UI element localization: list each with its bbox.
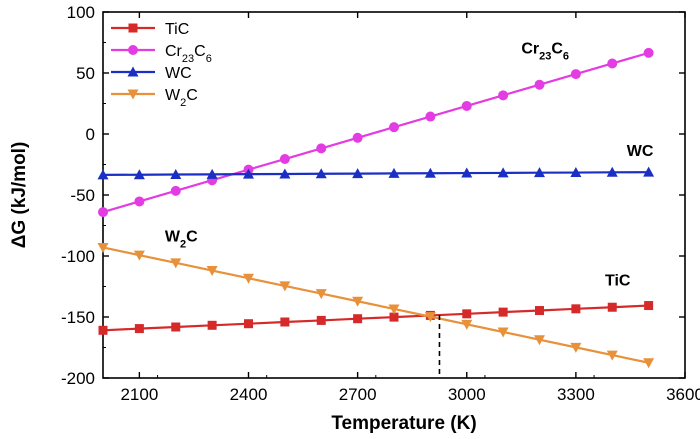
legend-marker bbox=[127, 66, 139, 77]
data-point-tic bbox=[316, 315, 326, 325]
data-point-w2c bbox=[206, 266, 218, 277]
data-point-wc bbox=[461, 167, 473, 178]
data-point-cr23c6 bbox=[643, 47, 654, 58]
y-tick-label: 50 bbox=[76, 64, 95, 83]
data-point-wc bbox=[170, 169, 182, 180]
data-point-cr23c6 bbox=[389, 122, 399, 133]
series-line-tic bbox=[102, 304, 649, 332]
data-point-cr23c6 bbox=[461, 100, 472, 111]
x-tick-label: 3000 bbox=[448, 385, 486, 404]
data-point-wc bbox=[424, 167, 436, 178]
data-point-tic bbox=[134, 324, 144, 334]
data-point-cr23c6 bbox=[279, 154, 290, 165]
data-point-wc bbox=[133, 169, 145, 180]
data-point-w2c bbox=[497, 327, 509, 338]
data-point-w2c bbox=[388, 304, 400, 315]
x-tick-label: 3600 bbox=[666, 385, 700, 404]
x-axis-title: Temperature (K) bbox=[331, 413, 476, 434]
series-line-wc bbox=[102, 171, 649, 176]
series-line-w2c bbox=[102, 246, 649, 364]
series-group bbox=[97, 47, 655, 378]
legend-label-wc: WC bbox=[165, 65, 192, 82]
data-point-w2c bbox=[243, 273, 254, 284]
series-line-cr23c6 bbox=[102, 51, 649, 214]
data-point-tic bbox=[498, 307, 508, 317]
data-point-cr23c6 bbox=[570, 69, 581, 80]
data-point-w2c bbox=[279, 281, 291, 292]
data-point-w2c bbox=[170, 258, 182, 269]
data-point-w2c bbox=[424, 312, 436, 323]
data-point-cr23c6 bbox=[316, 143, 327, 154]
data-point-wc bbox=[352, 168, 364, 179]
data-point-w2c bbox=[97, 242, 109, 253]
data-point-wc bbox=[497, 167, 509, 178]
data-point-w2c bbox=[570, 342, 582, 353]
legend-label-tic: TiC bbox=[165, 21, 189, 38]
data-point-cr23c6 bbox=[134, 196, 145, 207]
data-point-cr23c6 bbox=[98, 207, 108, 218]
data-point-cr23c6 bbox=[607, 58, 618, 69]
data-point-cr23c6 bbox=[352, 132, 363, 143]
data-point-tic bbox=[98, 325, 108, 335]
data-point-cr23c6 bbox=[425, 111, 436, 122]
data-point-wc bbox=[243, 168, 254, 179]
data-point-tic bbox=[571, 304, 581, 314]
series-annotation-w2c: W2C bbox=[165, 228, 198, 250]
x-tick-label: 2100 bbox=[120, 385, 158, 404]
y-tick-label: 100 bbox=[67, 3, 95, 22]
data-point-cr23c6 bbox=[534, 79, 545, 90]
data-point-wc bbox=[534, 167, 545, 178]
legend-label-w2c: W2C bbox=[165, 87, 198, 109]
y-axis-title: ΔG (kJ/mol) bbox=[9, 142, 30, 249]
legend-label-cr23c6: Cr23C6 bbox=[165, 43, 212, 65]
data-point-wc bbox=[643, 166, 655, 177]
data-point-wc bbox=[206, 168, 218, 179]
y-tick-label: -150 bbox=[61, 308, 95, 327]
series-annotation-cr23c6: Cr23C6 bbox=[521, 40, 569, 62]
x-tick-label: 2700 bbox=[339, 385, 377, 404]
legend-marker bbox=[127, 89, 139, 100]
data-point-wc bbox=[97, 169, 109, 180]
legend-marker bbox=[128, 23, 138, 33]
data-point-wc bbox=[279, 168, 291, 179]
data-point-cr23c6 bbox=[498, 90, 509, 101]
data-point-w2c bbox=[315, 289, 327, 300]
data-point-tic bbox=[535, 306, 544, 316]
data-point-wc bbox=[606, 166, 618, 177]
data-point-tic bbox=[389, 312, 399, 322]
data-point-tic bbox=[280, 317, 290, 327]
data-point-w2c bbox=[606, 350, 618, 361]
data-point-w2c bbox=[643, 358, 655, 369]
data-point-w2c bbox=[461, 319, 473, 330]
data-point-tic bbox=[353, 314, 363, 324]
data-point-wc bbox=[388, 167, 400, 178]
y-tick-label: 0 bbox=[86, 125, 95, 144]
data-point-cr23c6 bbox=[170, 185, 181, 196]
data-point-w2c bbox=[352, 296, 364, 307]
y-tick-label: -50 bbox=[70, 186, 95, 205]
data-point-tic bbox=[644, 301, 654, 311]
series-annotation-tic: TiC bbox=[605, 272, 631, 289]
x-tick-label: 2400 bbox=[230, 385, 268, 404]
data-point-wc bbox=[315, 168, 327, 179]
x-tick-label: 3300 bbox=[557, 385, 595, 404]
data-point-w2c bbox=[534, 335, 545, 346]
y-tick-label: -100 bbox=[61, 247, 95, 266]
series-annotation-wc: WC bbox=[627, 143, 654, 160]
data-point-tic bbox=[171, 322, 181, 332]
data-point-w2c bbox=[133, 250, 145, 261]
data-point-tic bbox=[462, 309, 472, 319]
y-tick-label: -200 bbox=[61, 369, 95, 388]
data-point-wc bbox=[570, 167, 582, 178]
data-point-tic bbox=[607, 302, 617, 312]
legend-marker bbox=[128, 45, 138, 55]
data-point-tic bbox=[244, 319, 253, 329]
axes-group: 2100 2400 2700 3000 3300 3600 -200 -150 -100 -50 0… bbox=[9, 3, 700, 434]
data-point-tic bbox=[207, 320, 217, 330]
